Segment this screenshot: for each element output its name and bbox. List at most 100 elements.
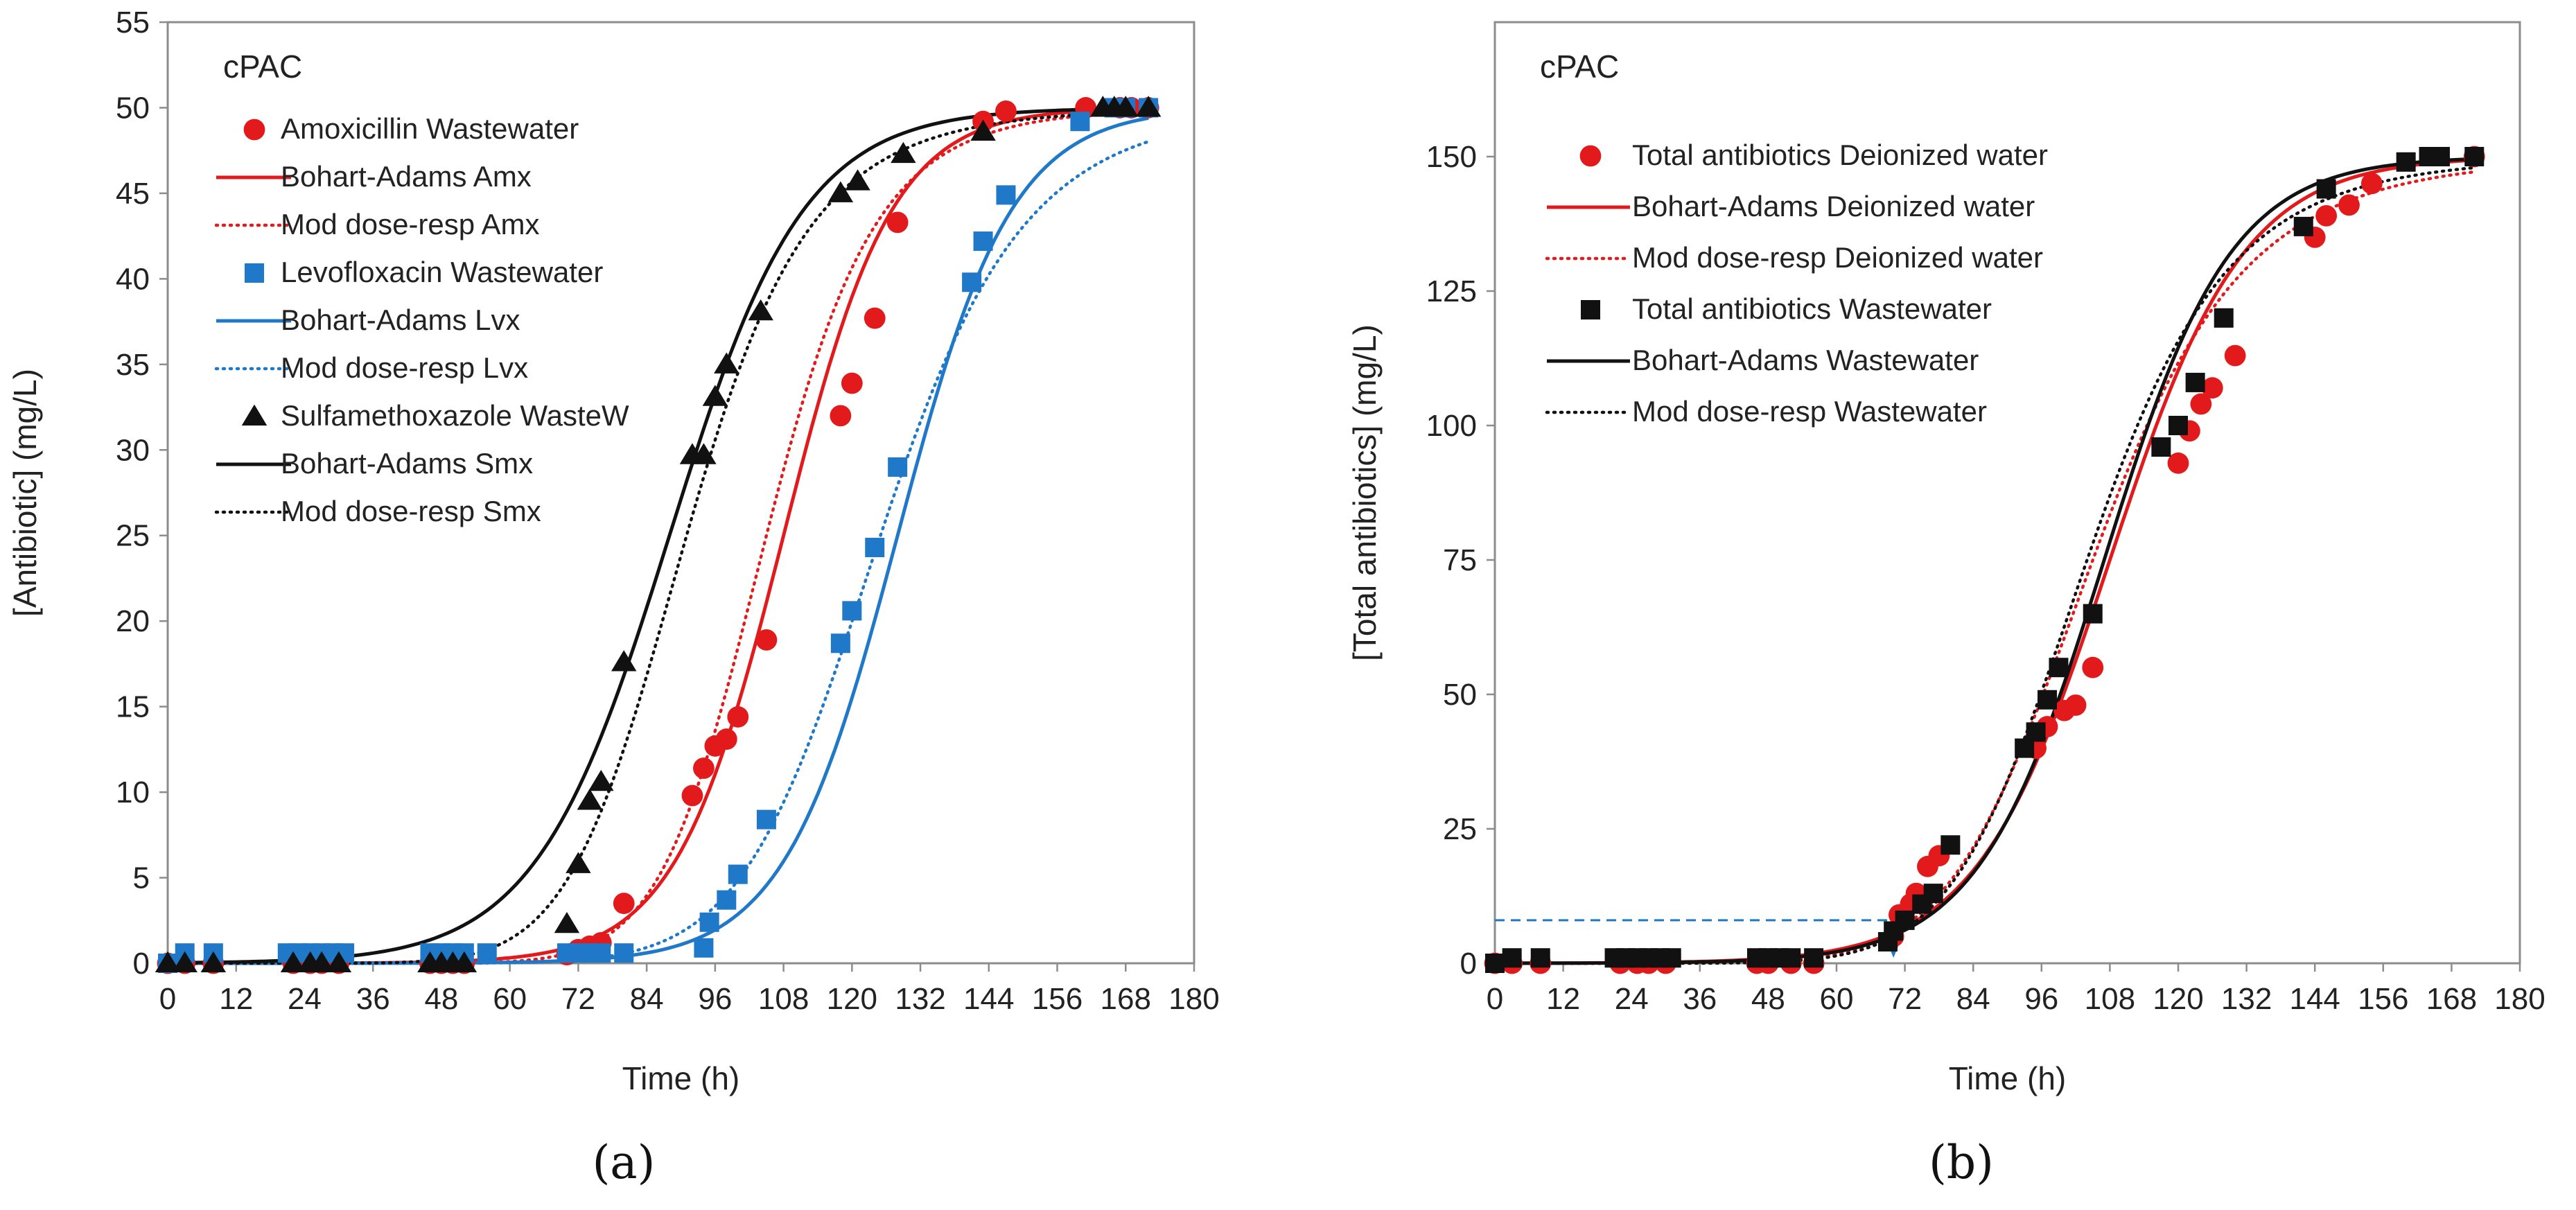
data-point — [1530, 948, 1550, 968]
plot-frame — [166, 21, 1195, 965]
data-point — [1661, 948, 1681, 968]
data-point — [1502, 948, 1522, 968]
y-tick-label: 20 — [116, 604, 150, 638]
data-point — [2316, 179, 2336, 199]
data-point — [2214, 308, 2234, 328]
x-tick-label: 60 — [493, 982, 527, 1016]
data-point — [308, 951, 335, 973]
panel-b-chart: 0 12 24 36 48 60 72 84 96 108 120 132 144 156 168 180 0 2… — [1347, 21, 2546, 1189]
fit-curve-5 — [166, 139, 1150, 965]
x-tick-label: 12 — [219, 982, 253, 1016]
x-tick-label: 96 — [2024, 982, 2058, 1016]
data-point — [748, 299, 773, 321]
panel-label: (a) — [593, 1136, 656, 1189]
x-tick-label: 132 — [2221, 982, 2272, 1016]
data-point — [1485, 954, 1505, 973]
y-tick-label: 125 — [1426, 274, 1477, 308]
data-point — [702, 385, 728, 406]
y-axis-label: [Antibiotic] (mg/L) — [7, 369, 43, 617]
data-point — [886, 211, 909, 234]
data-point — [2083, 604, 2103, 624]
legend-label: Bohart-Adams Lvx — [281, 304, 520, 336]
legend-marker — [245, 263, 264, 283]
x-tick-label: 12 — [1546, 982, 1580, 1016]
data-point — [970, 119, 996, 141]
legend-label: Total antibiotics Wastewater — [1632, 292, 1992, 325]
legend-marker — [243, 119, 265, 141]
data-point — [830, 405, 852, 427]
plot-frame — [1493, 21, 2521, 965]
data-point — [566, 852, 591, 873]
legend-label: Levofloxacin Wastewater — [281, 256, 603, 288]
data-point — [1070, 112, 1090, 132]
data-point — [577, 789, 603, 810]
data-point — [1940, 835, 1961, 855]
data-point — [841, 372, 863, 394]
x-tick-label: 48 — [1751, 982, 1785, 1016]
data-point — [2396, 152, 2416, 172]
data-point — [714, 352, 739, 374]
data-point — [827, 181, 854, 202]
y-tick-label: 25 — [1443, 812, 1477, 846]
y-tick-label: 50 — [1443, 678, 1477, 712]
data-point — [280, 951, 306, 973]
y-tick-label: 5 — [133, 861, 150, 895]
legend-label: Sulfamethoxazole WasteW — [281, 399, 629, 432]
y-tick-label: 150 — [1426, 140, 1477, 174]
data-point — [2224, 344, 2246, 367]
chart-annotation: cPAC — [223, 49, 302, 85]
y-tick-label: 0 — [1460, 947, 1477, 981]
data-point — [2038, 690, 2058, 710]
x-tick-label: 36 — [356, 982, 390, 1016]
data-point — [727, 706, 749, 728]
x-tick-label: 132 — [895, 982, 945, 1016]
y-tick-label: 15 — [116, 690, 150, 724]
fit-curve-1 — [1495, 158, 2475, 965]
data-point — [613, 893, 635, 914]
x-tick-label: 0 — [159, 982, 176, 1016]
legend-label: Bohart-Adams Deionized water — [1632, 190, 2035, 222]
x-tick-label: 24 — [288, 982, 322, 1016]
fit-curve-4 — [168, 116, 1149, 965]
data-point — [477, 943, 497, 963]
data-point — [756, 809, 776, 830]
data-point — [2167, 452, 2189, 474]
data-point — [2168, 416, 2188, 435]
y-tick-label: 75 — [1443, 543, 1477, 577]
panel-label: (b) — [1929, 1136, 1994, 1189]
y-tick-label: 0 — [133, 947, 150, 981]
x-tick-label: 72 — [561, 982, 595, 1016]
data-point — [2151, 437, 2171, 457]
data-point — [588, 769, 614, 791]
panel-a-chart: 0 12 24 36 48 60 72 84 96 108 120 132 144 156 168 180 0 5… — [7, 6, 1220, 1189]
x-axis-label: Time (h) — [1949, 1060, 2067, 1096]
data-point — [591, 943, 611, 963]
data-point — [717, 890, 737, 910]
x-tick-label: 180 — [2494, 982, 2545, 1016]
legend-label: Bohart-Adams Smx — [281, 447, 533, 480]
legend-label: Total antibiotics Deionized water — [1632, 139, 2048, 171]
data-point — [554, 911, 580, 933]
x-tick-label: 120 — [2153, 982, 2203, 1016]
data-point — [996, 185, 1016, 205]
legend-label: Mod dose-resp Smx — [281, 495, 541, 527]
x-tick-label: 168 — [2426, 982, 2477, 1016]
x-tick-label: 144 — [963, 982, 1014, 1016]
data-point — [995, 100, 1017, 122]
y-tick-label: 45 — [116, 177, 150, 211]
data-point — [326, 951, 352, 973]
data-point — [845, 169, 870, 191]
legend-label: Mod dose-resp Deionized water — [1632, 241, 2043, 274]
data-point — [1895, 910, 1915, 930]
x-tick-label: 108 — [2085, 982, 2135, 1016]
data-point — [2082, 656, 2104, 678]
data-point — [715, 728, 737, 750]
legend-label: Mod dose-resp Amx — [281, 208, 540, 240]
data-point — [200, 951, 227, 973]
x-tick-label: 144 — [2289, 982, 2340, 1016]
x-tick-label: 0 — [1487, 982, 1503, 1016]
x-axis-label: Time (h) — [622, 1060, 740, 1096]
x-tick-label: 72 — [1888, 982, 1922, 1016]
data-point — [755, 629, 778, 651]
data-point — [2049, 658, 2069, 678]
